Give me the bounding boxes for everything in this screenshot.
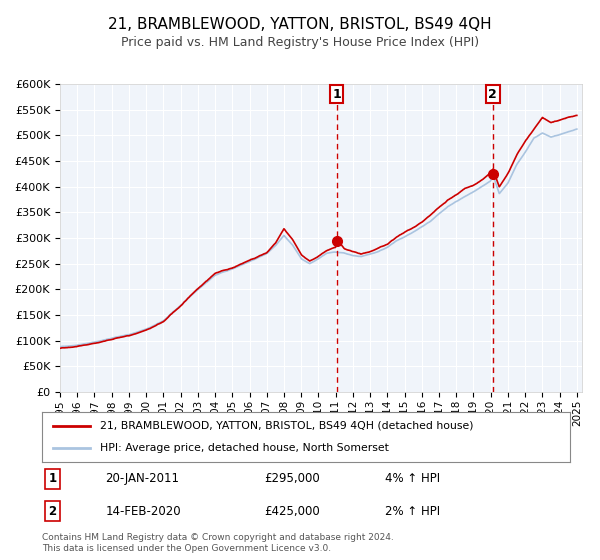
Text: 20-JAN-2011: 20-JAN-2011 <box>106 473 179 486</box>
Text: Price paid vs. HM Land Registry's House Price Index (HPI): Price paid vs. HM Land Registry's House … <box>121 36 479 49</box>
Text: 21, BRAMBLEWOOD, YATTON, BRISTOL, BS49 4QH (detached house): 21, BRAMBLEWOOD, YATTON, BRISTOL, BS49 4… <box>100 421 473 431</box>
Text: 2: 2 <box>488 88 497 101</box>
Text: 2: 2 <box>49 505 56 517</box>
Text: 14-FEB-2020: 14-FEB-2020 <box>106 505 181 517</box>
Text: 1: 1 <box>332 88 341 101</box>
Text: £295,000: £295,000 <box>264 473 320 486</box>
Text: HPI: Average price, detached house, North Somerset: HPI: Average price, detached house, Nort… <box>100 443 389 453</box>
Text: 4% ↑ HPI: 4% ↑ HPI <box>385 473 440 486</box>
Text: £425,000: £425,000 <box>264 505 320 517</box>
Text: 21, BRAMBLEWOOD, YATTON, BRISTOL, BS49 4QH: 21, BRAMBLEWOOD, YATTON, BRISTOL, BS49 4… <box>108 17 492 32</box>
Text: 1: 1 <box>49 473 56 486</box>
Text: Contains HM Land Registry data © Crown copyright and database right 2024.
This d: Contains HM Land Registry data © Crown c… <box>42 533 394 553</box>
Text: 2% ↑ HPI: 2% ↑ HPI <box>385 505 440 517</box>
